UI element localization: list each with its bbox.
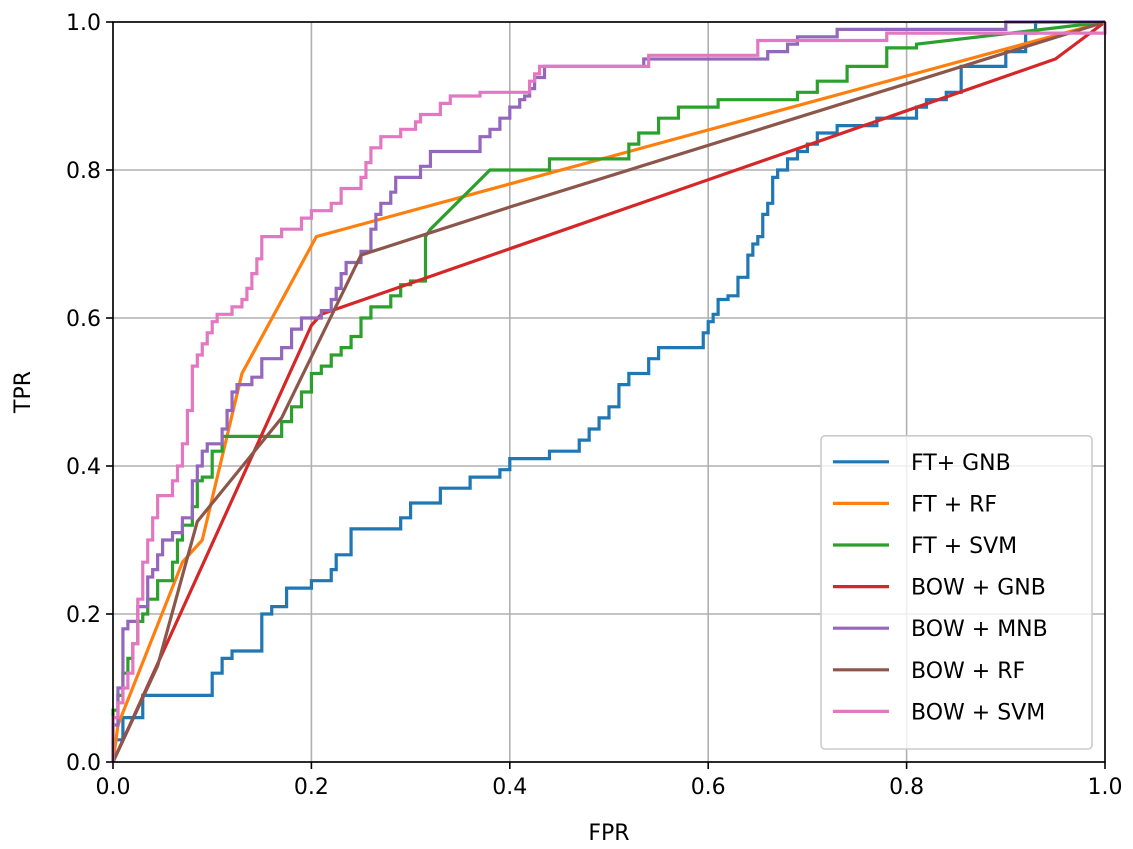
series-line-0 (111, 20, 1105, 762)
y-tick-label: 0.4 (66, 455, 101, 480)
x-tick-label: 0.8 (889, 775, 924, 800)
legend-label-3: BOW + GNB (911, 576, 1046, 601)
legend-label-6: BOW + SVM (911, 700, 1045, 725)
y-tick-label: 1.0 (66, 11, 101, 36)
x-axis-label: FPR (588, 821, 629, 846)
legend-label-2: FT + SVM (911, 534, 1017, 559)
x-tick-label: 0.4 (492, 775, 527, 800)
y-tick-label: 0.8 (66, 159, 101, 184)
x-tick-label: 0.2 (294, 775, 329, 800)
series-line-5 (111, 20, 1106, 763)
x-tick-label: 0.0 (96, 775, 131, 800)
y-tick-label: 0.6 (66, 307, 101, 332)
axis-ticks: 0.0 0.2 0.4 0.6 0.8 1.0 0.0 0.2 0.4 0.6 0.8 1.0 (66, 11, 1123, 800)
legend-label-5: BOW + RF (911, 659, 1025, 684)
legend-label-0: FT+ GNB (911, 451, 1011, 476)
legend: FT+ GNB FT + RF FT + SVM BOW + GNB BOW + MNB… (820, 434, 1093, 750)
y-tick-label: 0.0 (66, 751, 101, 776)
x-tick-label: 0.6 (691, 775, 726, 800)
series-lines (111, 20, 1107, 763)
legend-label-4: BOW + MNB (911, 617, 1048, 642)
series-line-2 (111, 20, 1106, 762)
series-line-6 (111, 22, 1107, 762)
x-tick-label: 1.0 (1088, 775, 1123, 800)
y-axis-label: TPR (11, 371, 36, 414)
legend-label-1: FT + RF (911, 492, 997, 517)
y-tick-label: 0.2 (66, 603, 101, 628)
plot-frame (112, 21, 1106, 763)
